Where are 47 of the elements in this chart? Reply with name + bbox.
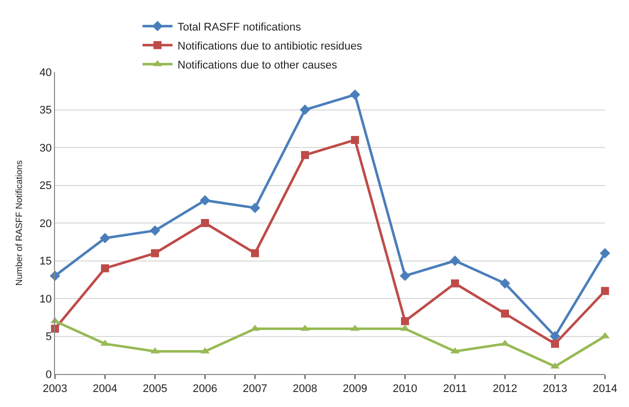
x-tick-label: 2012 xyxy=(492,383,518,396)
y-tick-label: 20 xyxy=(40,218,52,230)
x-tick-label: 2004 xyxy=(92,383,118,396)
x-tick-label: 2010 xyxy=(392,383,418,396)
point xyxy=(151,249,159,258)
x-tick-label: 2007 xyxy=(242,383,268,396)
x-tick-label: 2014 xyxy=(592,383,618,396)
y-tick-label: 25 xyxy=(40,180,52,192)
y-axis-title: Number of RASFF Notifications xyxy=(14,160,24,286)
x-tick-label: 2013 xyxy=(542,383,568,396)
point xyxy=(201,219,209,227)
point xyxy=(100,232,110,244)
legend-label: Notifications due to antibiotic residues xyxy=(178,40,363,52)
point xyxy=(350,89,360,100)
y-tick-label: 30 xyxy=(40,142,52,154)
point xyxy=(251,249,259,258)
legend-label: Total RASFF notifications xyxy=(178,21,302,34)
y-tick-label: 40 xyxy=(40,66,52,79)
point xyxy=(250,202,260,214)
point xyxy=(500,278,510,289)
x-tick-label: 2006 xyxy=(192,383,218,396)
point xyxy=(550,331,560,342)
point xyxy=(450,256,460,266)
point xyxy=(150,225,160,236)
point xyxy=(401,317,409,326)
point xyxy=(600,248,610,258)
point xyxy=(551,340,559,348)
x-tick-label: 2003 xyxy=(42,383,68,396)
y-tick-label: 5 xyxy=(46,331,52,344)
x-tick-label: 2009 xyxy=(342,383,368,396)
point xyxy=(451,279,459,288)
y-tick-label: 0 xyxy=(46,368,52,381)
y-tick-label: 15 xyxy=(40,256,52,268)
point xyxy=(351,136,359,144)
point xyxy=(301,151,309,160)
y-tick-label: 35 xyxy=(40,104,52,117)
x-tick-label: 2011 xyxy=(443,383,467,396)
point xyxy=(300,104,310,115)
point xyxy=(501,310,509,318)
point xyxy=(101,264,109,272)
point xyxy=(200,195,210,206)
x-tick-label: 2008 xyxy=(292,383,318,396)
x-tick-label: 2005 xyxy=(142,383,168,396)
point xyxy=(400,270,410,282)
point xyxy=(601,286,609,295)
y-tick-label: 10 xyxy=(40,293,52,306)
legend-label: Notifications due to other causes xyxy=(178,59,338,72)
